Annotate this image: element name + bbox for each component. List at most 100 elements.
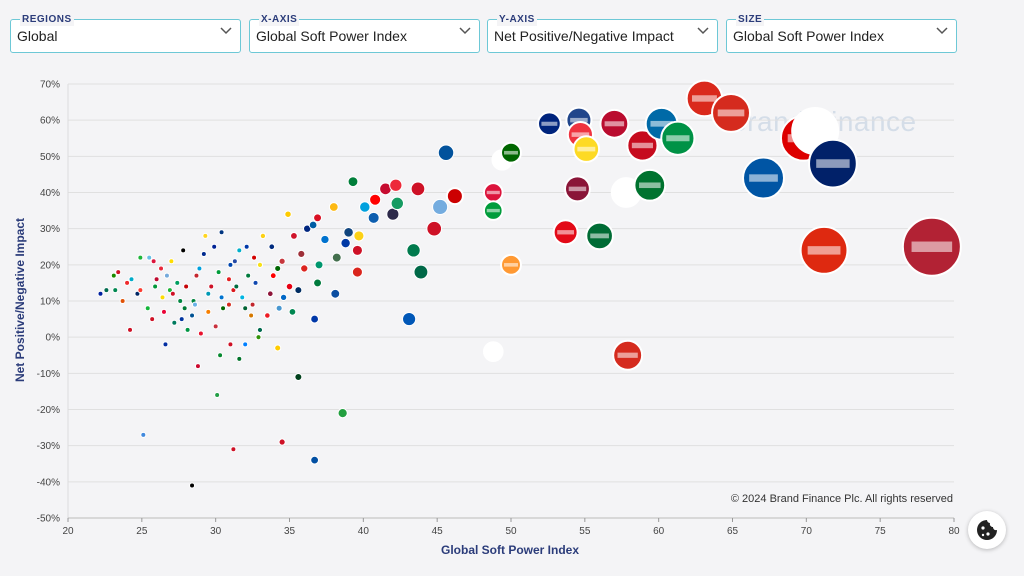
country-bubble[interactable]: Greece	[367, 211, 380, 224]
country-bubble[interactable]: Kosovo	[231, 258, 238, 265]
country-bubble[interactable]: Bhutan	[202, 232, 209, 239]
country-bubble[interactable]: Montenegro	[183, 283, 190, 290]
country-bubble[interactable]: Mozambique	[152, 283, 159, 290]
country-bubble[interactable]: Turkey	[552, 219, 579, 246]
country-bubble[interactable]: Malta	[290, 232, 298, 240]
country-bubble[interactable]: Serbia	[278, 257, 286, 265]
country-bubble[interactable]: Georgia	[269, 272, 277, 280]
regions-dropdown[interactable]: REGIONS Global	[10, 14, 241, 54]
country-bubble[interactable]: Ecuador	[168, 258, 175, 265]
country-bubble[interactable]: Myanmar	[284, 210, 292, 218]
country-bubble[interactable]: Uganda	[159, 294, 166, 301]
country-bubble[interactable]: DR Congo	[242, 341, 249, 348]
country-bubble[interactable]: North Macedonia	[251, 254, 258, 261]
country-bubble[interactable]: Liberia	[153, 276, 160, 283]
country-bubble[interactable]: Jordan	[313, 278, 323, 288]
country-bubble[interactable]: Morocco	[249, 301, 256, 308]
country-bubble[interactable]: Guinea	[149, 316, 156, 323]
country-bubble[interactable]: Sri Lanka	[266, 290, 274, 298]
country-bubble[interactable]: Bangladesh	[256, 326, 264, 334]
country-bubble[interactable]: Maldives	[347, 176, 359, 188]
country-bubble[interactable]: Azerbaijan	[239, 294, 246, 301]
country-bubble[interactable]: Senegal	[177, 298, 184, 304]
country-bubble[interactable]: Zimbabwe	[255, 334, 262, 341]
country-bubble[interactable]: Algeria	[242, 305, 249, 312]
country-bubble[interactable]: Trinidad and Tobago	[208, 283, 215, 290]
country-bubble[interactable]: Ireland	[390, 196, 404, 211]
country-bubble[interactable]: Vietnam	[351, 266, 363, 278]
country-bubble[interactable]: Ethiopia	[217, 352, 224, 359]
country-bubble[interactable]: Cyprus	[248, 312, 255, 319]
country-bubble[interactable]: Panama	[189, 312, 196, 319]
country-bubble[interactable]: Bahamas	[128, 276, 135, 283]
country-bubble[interactable]: El Salvador	[252, 279, 259, 286]
country-bubble[interactable]: Angola	[194, 363, 201, 370]
country-bubble[interactable]: Israel	[482, 341, 504, 362]
country-bubble[interactable]: Namibia	[218, 229, 225, 236]
country-bubble[interactable]: Nepal	[150, 258, 157, 265]
country-bubble[interactable]: Jamaica	[215, 269, 222, 276]
country-bubble[interactable]: Ukraine	[402, 312, 417, 327]
country-bubble[interactable]: Iceland	[437, 144, 455, 161]
x-axis-dropdown[interactable]: X-AXIS Global Soft Power Index	[249, 14, 480, 54]
country-bubble[interactable]: Poland	[482, 182, 504, 203]
country-bubble[interactable]: Mexico	[413, 264, 429, 280]
country-bubble[interactable]: Guatemala	[275, 304, 283, 312]
country-bubble[interactable]: Cameroon	[171, 319, 178, 326]
country-bubble[interactable]: United States	[901, 216, 962, 277]
country-bubble[interactable]: Latvia	[297, 249, 306, 259]
country-bubble[interactable]: Bolivia	[181, 305, 188, 312]
country-bubble[interactable]: Belarus	[212, 323, 219, 330]
country-bubble[interactable]: Hungary	[331, 252, 342, 263]
country-bubble[interactable]: North Korea	[310, 455, 320, 465]
country-bubble[interactable]: Timor-Leste	[300, 264, 309, 273]
country-bubble[interactable]: Gabon	[174, 279, 181, 286]
country-bubble[interactable]: Congo	[184, 326, 191, 333]
country-bubble[interactable]: Burkina Faso	[124, 279, 131, 286]
country-bubble[interactable]: Cuba	[200, 250, 207, 257]
country-bubble[interactable]: Tunisia	[285, 282, 294, 291]
country-bubble[interactable]: Ivory Coast	[205, 308, 212, 315]
size-box[interactable]	[726, 19, 957, 53]
country-bubble[interactable]: Romania	[353, 230, 365, 242]
country-bubble[interactable]: Indonesia	[410, 181, 426, 197]
country-bubble[interactable]: Monaco	[351, 244, 363, 256]
country-bubble[interactable]: UAE	[633, 168, 667, 202]
country-bubble[interactable]: Russia	[612, 339, 644, 371]
country-bubble[interactable]: New Zealand	[537, 111, 562, 137]
cookie-button[interactable]	[968, 511, 1006, 549]
country-bubble[interactable]: Peru	[313, 213, 323, 223]
country-bubble[interactable]: Lithuania	[328, 202, 339, 212]
country-bubble[interactable]: Uruguay	[243, 243, 250, 250]
country-bubble[interactable]: Mongolia	[193, 272, 200, 279]
country-bubble[interactable]: Botswana	[163, 272, 170, 279]
country-bubble[interactable]: Czech Republic	[343, 226, 354, 238]
country-bubble[interactable]: Costa Rica	[268, 243, 276, 251]
country-bubble[interactable]: United Kingdom	[808, 138, 858, 189]
country-bubble[interactable]: Egypt	[426, 220, 443, 237]
country-bubble[interactable]: Tajikistan	[220, 305, 227, 312]
country-bubble[interactable]: Malaysia	[445, 187, 464, 206]
country-bubble[interactable]: Sudan	[236, 355, 243, 362]
country-bubble[interactable]: South Africa	[406, 243, 421, 258]
country-bubble[interactable]: Niger	[119, 298, 126, 304]
country-bubble[interactable]: Mali	[144, 305, 151, 312]
country-bubble[interactable]: Brunei	[256, 261, 264, 268]
country-bubble[interactable]: Canada	[711, 92, 752, 133]
country-bubble[interactable]: Brazil	[482, 200, 504, 221]
country-bubble[interactable]: Croatia	[369, 193, 382, 206]
country-bubble[interactable]: Libya	[214, 392, 221, 399]
country-bubble[interactable]: Moldova	[227, 261, 234, 268]
country-bubble[interactable]: Kyrgyzstan	[197, 330, 204, 337]
country-bubble[interactable]: Spain	[626, 129, 659, 162]
country-bubble[interactable]: Lebanon	[264, 312, 271, 319]
country-bubble[interactable]: China	[799, 225, 849, 275]
country-bubble[interactable]: Kazakhstan	[236, 247, 243, 254]
country-bubble[interactable]: Portugal	[500, 141, 522, 164]
country-bubble[interactable]: Philippines	[310, 314, 320, 324]
country-bubble[interactable]: Armenia	[178, 316, 185, 323]
country-bubble[interactable]: Malawi	[115, 269, 122, 276]
country-bubble[interactable]: Haiti	[97, 290, 104, 297]
country-bubble[interactable]: Mauritius	[158, 265, 165, 272]
country-bubble[interactable]: Chile	[340, 237, 351, 249]
